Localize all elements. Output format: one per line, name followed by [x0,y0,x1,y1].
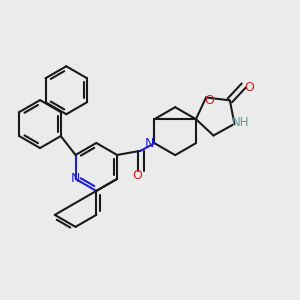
Text: O: O [204,94,214,107]
Text: O: O [244,81,254,94]
Text: N: N [71,172,80,185]
Text: NH: NH [232,116,250,129]
Text: N: N [145,136,154,150]
Text: O: O [133,169,142,182]
